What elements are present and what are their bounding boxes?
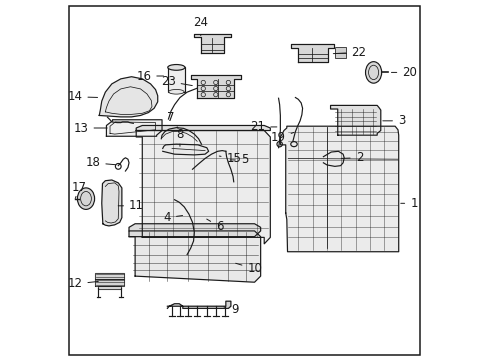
Bar — [218, 34, 224, 37]
Polygon shape — [136, 131, 270, 244]
Text: 2: 2 — [341, 151, 363, 164]
Text: 24: 24 — [193, 17, 208, 36]
Polygon shape — [290, 44, 333, 62]
Text: 8: 8 — [176, 128, 183, 146]
Polygon shape — [129, 231, 260, 282]
Text: 5: 5 — [229, 153, 248, 166]
Bar — [200, 34, 205, 37]
Text: 6: 6 — [206, 219, 223, 233]
Ellipse shape — [77, 188, 94, 210]
Text: 7: 7 — [167, 111, 178, 129]
Text: 10: 10 — [235, 262, 262, 275]
Text: 17: 17 — [72, 181, 86, 199]
Text: 20: 20 — [390, 66, 416, 79]
Polygon shape — [99, 77, 158, 117]
Polygon shape — [194, 34, 230, 53]
Text: 15: 15 — [219, 152, 241, 165]
Text: 16: 16 — [136, 69, 163, 82]
Text: 12: 12 — [67, 278, 98, 291]
Text: 22: 22 — [333, 46, 366, 59]
Text: 18: 18 — [85, 156, 115, 169]
Text: 13: 13 — [74, 122, 107, 135]
Text: 21: 21 — [250, 121, 276, 134]
Polygon shape — [136, 126, 270, 131]
Polygon shape — [190, 75, 241, 98]
Polygon shape — [330, 105, 380, 135]
Polygon shape — [280, 126, 398, 252]
Bar — [212, 34, 217, 37]
Polygon shape — [129, 224, 260, 237]
Text: 1: 1 — [400, 197, 417, 210]
Polygon shape — [94, 273, 124, 279]
Text: 23: 23 — [161, 75, 192, 88]
Text: 19: 19 — [270, 131, 293, 144]
Text: 9: 9 — [224, 303, 238, 316]
Text: 3: 3 — [382, 114, 405, 127]
Polygon shape — [106, 120, 162, 136]
Text: 11: 11 — [118, 199, 144, 212]
Ellipse shape — [167, 64, 184, 70]
Polygon shape — [102, 180, 122, 226]
Ellipse shape — [365, 62, 381, 83]
Text: 4: 4 — [163, 211, 182, 224]
Ellipse shape — [168, 89, 184, 94]
FancyBboxPatch shape — [69, 6, 419, 355]
FancyBboxPatch shape — [167, 67, 184, 92]
Bar — [334, 47, 345, 58]
Polygon shape — [98, 286, 121, 289]
Polygon shape — [94, 279, 124, 286]
Polygon shape — [163, 144, 208, 155]
Text: 14: 14 — [67, 90, 98, 103]
Polygon shape — [167, 301, 230, 309]
Polygon shape — [323, 151, 344, 166]
